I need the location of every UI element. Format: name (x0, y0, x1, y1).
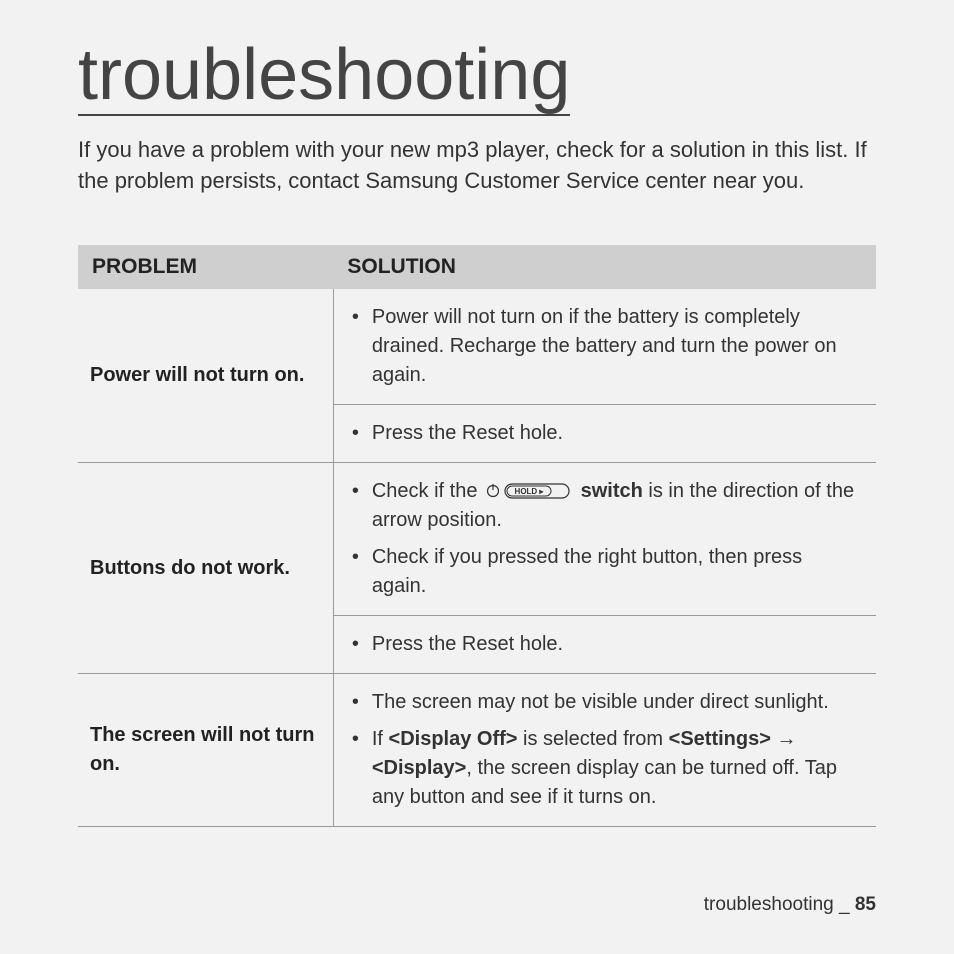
intro-paragraph: If you have a problem with your new mp3 … (78, 134, 876, 198)
solution-block: Press the Reset hole. (334, 616, 876, 673)
solution-item: Press the Reset hole. (344, 415, 862, 452)
solution-item: If <Display Off> is selected from <Setti… (344, 721, 862, 816)
table-body: Power will not turn on.Power will not tu… (78, 289, 876, 827)
solution-cell: Power will not turn on if the battery is… (333, 289, 876, 463)
col-header-solution: SOLUTION (333, 245, 876, 289)
table-row: Power will not turn on.Power will not tu… (78, 289, 876, 463)
problem-cell: Power will not turn on. (78, 289, 333, 463)
svg-text:HOLD ▸: HOLD ▸ (515, 487, 545, 496)
troubleshooting-table: PROBLEM SOLUTION Power will not turn on.… (78, 245, 876, 827)
col-header-problem: PROBLEM (78, 245, 333, 289)
solution-item: The screen may not be visible under dire… (344, 684, 862, 721)
problem-cell: The screen will not turn on. (78, 674, 333, 827)
solution-cell: Check if the HOLD ▸ switch is in the dir… (333, 463, 876, 674)
solution-item: Power will not turn on if the battery is… (344, 299, 862, 394)
solution-cell: The screen may not be visible under dire… (333, 674, 876, 827)
hold-switch-icon: HOLD ▸ (485, 481, 571, 501)
page-title: troubleshooting (78, 38, 570, 116)
footer-separator: _ (839, 894, 850, 915)
footer-page-number: 85 (855, 894, 876, 915)
solution-item: Press the Reset hole. (344, 626, 862, 663)
solution-item: Check if you pressed the right button, t… (344, 539, 862, 605)
table-row: The screen will not turn on. The screen m… (78, 674, 876, 827)
footer-label: troubleshooting (704, 894, 834, 915)
problem-cell: Buttons do not work. (78, 463, 333, 674)
solution-block: Power will not turn on if the battery is… (334, 289, 876, 405)
solution-block: Check if the HOLD ▸ switch is in the dir… (334, 463, 876, 616)
solution-block: The screen may not be visible under dire… (334, 674, 876, 826)
solution-item: Check if the HOLD ▸ switch is in the dir… (344, 473, 862, 539)
solution-block: Press the Reset hole. (334, 405, 876, 462)
table-row: Buttons do not work.Check if the HOLD ▸ … (78, 463, 876, 674)
page-footer: troubleshooting _ 85 (704, 894, 876, 916)
